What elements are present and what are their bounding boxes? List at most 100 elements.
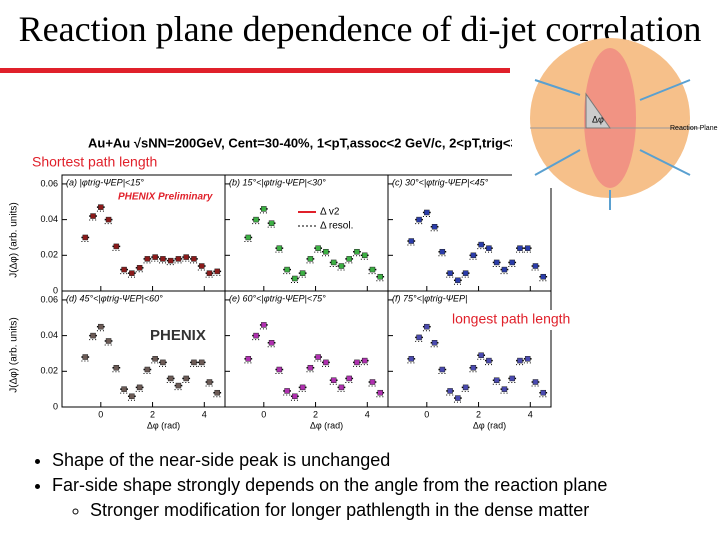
marker	[354, 248, 360, 255]
marker	[191, 256, 197, 262]
marker	[90, 332, 96, 339]
marker	[292, 393, 298, 400]
legend-label: Δ resol.	[320, 221, 353, 232]
marker	[299, 384, 306, 391]
x-tick-label: 2	[150, 409, 155, 419]
marker	[330, 377, 337, 383]
marker	[369, 266, 376, 273]
marker	[191, 359, 197, 366]
panel-frame	[61, 290, 226, 408]
marker	[98, 204, 104, 210]
marker	[113, 364, 120, 371]
marker	[245, 356, 252, 362]
preliminary: PHENIX Preliminary	[118, 192, 213, 203]
panel-title: (a) |φtrig-ΨEP|<15°	[66, 177, 144, 187]
y-tick-label: 0.04	[40, 330, 58, 340]
marker	[517, 357, 523, 364]
marker	[183, 375, 189, 382]
marker	[307, 256, 314, 262]
marker	[424, 209, 430, 216]
marker	[268, 340, 275, 346]
annotation-bg	[448, 310, 588, 330]
marker	[121, 266, 127, 273]
marker	[253, 216, 259, 223]
inset-angle-label: Δφ	[592, 114, 604, 124]
marker	[315, 245, 321, 251]
marker	[198, 359, 205, 366]
marker	[532, 379, 539, 385]
marker	[253, 332, 259, 339]
inset-arrows	[534, 79, 691, 210]
marker	[455, 395, 461, 401]
marker	[338, 263, 345, 269]
marker	[361, 252, 368, 259]
marker	[346, 256, 352, 262]
marker	[144, 256, 151, 262]
marker	[276, 366, 283, 373]
panel-title: (e) 60°<|φtrig-ΨEP|<75°	[229, 293, 326, 303]
bullet-list: Shape of the near-side peak is unchanged…	[32, 448, 607, 523]
panel-frame	[387, 290, 552, 408]
logo: PHENIX	[150, 327, 206, 344]
figure: Au+Au √sNN=200GeV, Cent=30-40%, 1<pT,ass…	[9, 38, 718, 430]
marker	[377, 273, 383, 280]
x-tick-label: 0	[98, 409, 103, 419]
marker	[361, 357, 368, 364]
inset-angle	[585, 92, 611, 129]
y-axis-label: J(Δφ) (arb. units)	[9, 317, 20, 392]
bullet: Far-side shape strongly depends on the a…	[52, 473, 607, 523]
marker	[82, 234, 89, 241]
marker	[175, 382, 182, 389]
x-axis-label: Δφ (rad)	[147, 420, 180, 430]
marker	[160, 359, 166, 366]
y-tick-label: 0.06	[40, 178, 58, 188]
marker	[346, 375, 352, 382]
marker	[323, 359, 329, 366]
marker	[284, 266, 290, 273]
title-rule	[0, 68, 510, 73]
bullet-text: Far-side shape strongly depends on the a…	[52, 475, 608, 495]
marker	[540, 273, 546, 280]
marker	[470, 252, 477, 259]
x-axis-label: Δφ (rad)	[310, 420, 343, 430]
marker	[276, 245, 283, 251]
marker	[524, 356, 531, 362]
marker	[408, 238, 415, 244]
marker	[369, 379, 376, 385]
marker	[493, 377, 500, 383]
x-tick-label: 4	[528, 409, 533, 419]
marker	[129, 270, 135, 276]
marker	[299, 270, 306, 276]
panel-title: (c) 30°<|φtrig-ΨEP|<45°	[392, 177, 489, 187]
x-tick-label: 4	[365, 409, 370, 419]
panel-frame	[387, 174, 552, 292]
marker	[524, 245, 531, 251]
marker	[167, 375, 174, 382]
y-axis-label: J(Δφ) (arb. units)	[9, 202, 20, 277]
marker	[268, 220, 275, 226]
marker	[330, 259, 337, 266]
sub-bullet: Stronger modification for longer pathlen…	[90, 498, 607, 523]
marker	[532, 263, 539, 269]
marker	[431, 340, 438, 346]
marker	[424, 323, 430, 330]
panel-title: (d) 45°<|φtrig-ΨEP|<60°	[66, 293, 163, 303]
marker	[307, 364, 314, 371]
marker	[121, 386, 127, 392]
marker	[509, 375, 515, 382]
marker	[136, 384, 143, 391]
marker	[493, 259, 500, 266]
inset: Δφ Reaction Plane	[512, 38, 718, 210]
marker	[439, 248, 446, 255]
marker	[292, 275, 298, 282]
marker	[175, 256, 182, 262]
marker	[416, 334, 422, 341]
marker	[354, 359, 360, 366]
y-tick-label: 0	[53, 285, 58, 295]
marker	[152, 356, 158, 362]
marker	[261, 322, 267, 328]
marker	[462, 270, 469, 276]
marker	[431, 224, 438, 230]
bullet: Shape of the near-side peak is unchanged	[52, 448, 607, 473]
